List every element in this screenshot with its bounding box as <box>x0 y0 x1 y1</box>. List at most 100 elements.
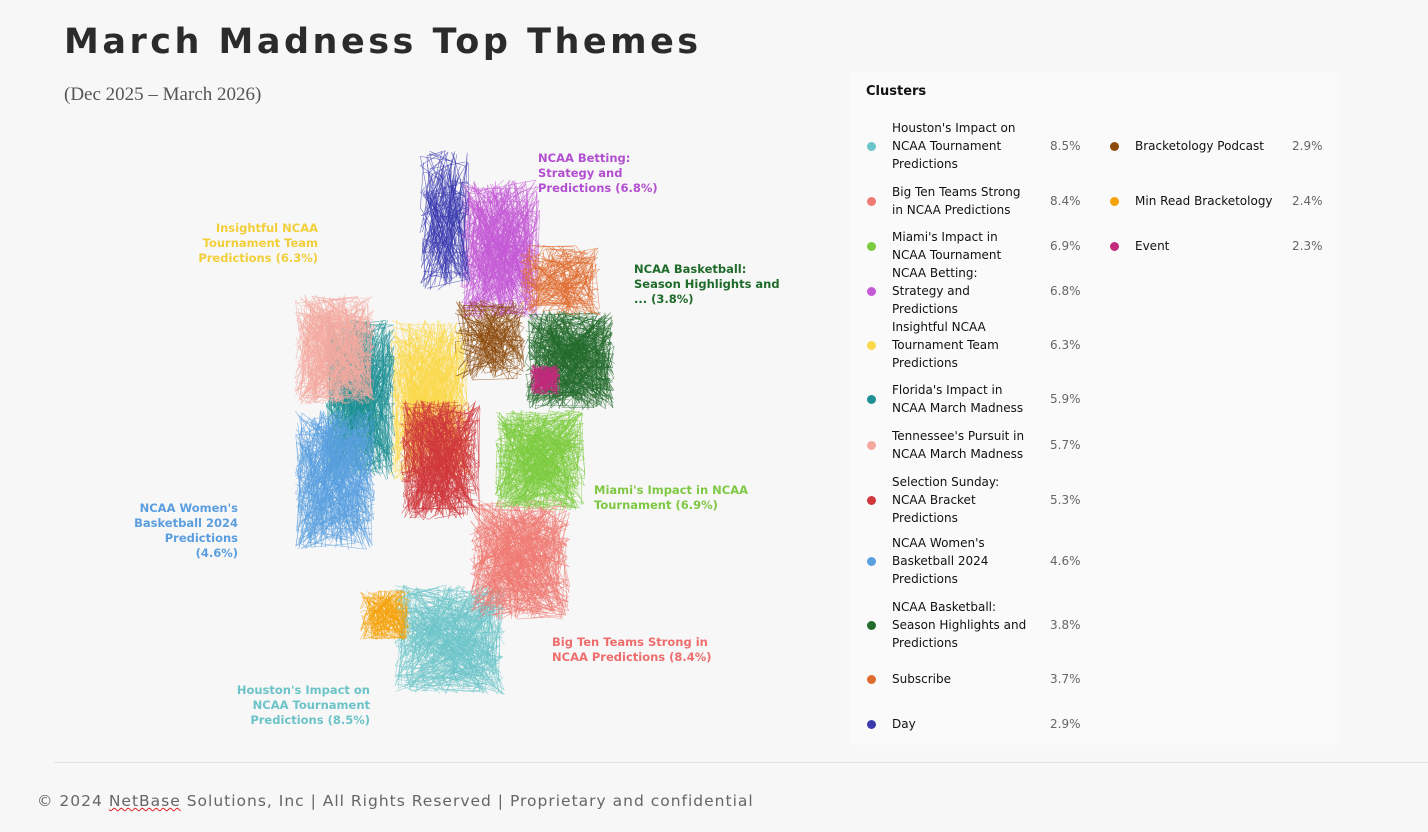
network-edge <box>303 417 359 529</box>
network-edge <box>478 520 544 609</box>
network-edge <box>474 181 532 303</box>
network-edge <box>317 417 364 550</box>
network-edge <box>470 515 570 568</box>
network-edge <box>495 423 553 477</box>
network-edge <box>447 203 465 278</box>
network-edge <box>365 591 405 638</box>
network-edge <box>544 420 577 511</box>
network-edge <box>534 328 613 410</box>
network-edge <box>430 641 501 685</box>
network-edge <box>519 411 579 492</box>
network-edge <box>392 319 417 428</box>
network-edge <box>403 420 470 520</box>
network-edge <box>364 605 409 637</box>
network-edge <box>490 308 523 356</box>
network-edge <box>381 592 410 635</box>
network-edge <box>471 537 571 612</box>
network-edge <box>482 510 565 593</box>
network-edge <box>500 411 560 499</box>
network-edge <box>329 460 365 545</box>
network-edge <box>300 298 350 388</box>
legend-item-label: Min Read Bracketology <box>1135 194 1273 208</box>
network-edge <box>295 301 364 360</box>
network-edge <box>296 328 373 397</box>
network-edge <box>537 325 595 394</box>
network-edge <box>304 412 371 474</box>
network-edge <box>297 297 371 401</box>
network-edge <box>532 270 571 305</box>
network-edge <box>393 355 463 461</box>
network-edge <box>497 415 573 487</box>
network-edge <box>557 319 611 375</box>
network-edge <box>495 410 569 503</box>
network-edge <box>295 315 364 406</box>
cluster-edges <box>529 364 561 396</box>
network-edge <box>478 514 553 612</box>
network-edge <box>533 378 546 396</box>
network-edge <box>512 430 579 504</box>
network-edge <box>299 303 368 396</box>
network-edge <box>528 321 614 408</box>
network-edge <box>423 168 459 274</box>
network-edge <box>391 335 467 421</box>
network-edge <box>403 428 460 499</box>
network-edge <box>301 321 370 405</box>
legend-item-label: Subscribe <box>892 672 951 686</box>
network-edge <box>421 165 448 269</box>
network-edge <box>304 415 359 507</box>
network-edge <box>554 248 580 315</box>
network-edge <box>310 422 354 530</box>
cluster-color-dot <box>867 557 876 566</box>
network-edge <box>477 330 525 363</box>
network-edge <box>531 370 545 394</box>
network-edge <box>428 403 460 431</box>
network-edge <box>322 409 375 524</box>
cluster-edges <box>399 399 481 521</box>
network-edge <box>479 186 532 275</box>
legend-item-percent: 5.3% <box>1050 493 1081 507</box>
network-edge <box>397 591 472 687</box>
network-edge <box>403 585 504 688</box>
page-title: March Madness Top Themes <box>64 22 702 62</box>
network-edge <box>503 500 565 608</box>
network-edge <box>296 319 373 393</box>
network-edge <box>522 264 593 316</box>
network-edge <box>405 607 466 692</box>
network-label-big-ten: Big Ten Teams Strong in NCAA Predictions… <box>552 635 712 664</box>
legend-item-percent: 3.8% <box>1050 618 1081 632</box>
network-edge <box>305 487 369 532</box>
network-edge <box>472 242 532 316</box>
network-edge <box>403 431 445 518</box>
network-edge <box>334 306 371 394</box>
footer-suffix: Solutions, Inc | All Rights Reserved | P… <box>180 792 754 810</box>
network-edge <box>525 432 577 489</box>
network-edge <box>310 324 372 400</box>
network-edge <box>504 416 550 510</box>
network-edge <box>529 344 614 369</box>
network-edge <box>396 598 494 676</box>
network-edge <box>296 424 356 540</box>
network-edge <box>463 182 516 314</box>
network-edge <box>296 419 365 492</box>
network-edge <box>360 590 389 637</box>
network-edge <box>464 180 519 281</box>
cluster-network-graph <box>294 150 615 695</box>
network-edge <box>400 452 476 512</box>
cluster-color-dot <box>867 197 876 206</box>
network-edge <box>473 534 559 605</box>
network-edge <box>304 332 355 404</box>
network-edge <box>308 305 369 405</box>
network-edge <box>485 516 557 608</box>
network-edge <box>492 499 569 597</box>
network-edge <box>429 168 466 279</box>
network-edge <box>412 588 469 667</box>
network-edge <box>430 151 456 250</box>
network-edge <box>531 372 560 391</box>
cluster-color-dot <box>867 341 876 350</box>
legend-item-label: NCAA Betting: Strategy and Predictions <box>892 266 978 316</box>
network-edge <box>478 514 568 608</box>
network-edge <box>472 504 568 615</box>
network-edge <box>298 295 358 387</box>
cluster-color-dot <box>867 395 876 404</box>
network-edge <box>496 435 577 511</box>
